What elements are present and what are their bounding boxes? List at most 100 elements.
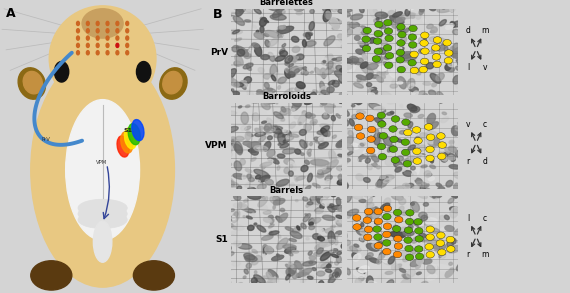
Ellipse shape (250, 148, 258, 155)
Ellipse shape (270, 219, 274, 224)
Ellipse shape (315, 207, 323, 211)
Ellipse shape (297, 95, 303, 98)
Ellipse shape (336, 65, 343, 71)
Ellipse shape (320, 124, 332, 129)
Ellipse shape (424, 190, 428, 193)
Text: v: v (466, 120, 470, 129)
Ellipse shape (377, 77, 384, 82)
Ellipse shape (320, 204, 324, 209)
Ellipse shape (439, 100, 443, 103)
Ellipse shape (252, 281, 257, 285)
Ellipse shape (272, 8, 284, 18)
Ellipse shape (459, 240, 467, 248)
Ellipse shape (296, 11, 303, 15)
Ellipse shape (231, 224, 244, 230)
Circle shape (106, 43, 109, 47)
Ellipse shape (257, 184, 266, 190)
Ellipse shape (354, 61, 361, 65)
Ellipse shape (319, 141, 325, 146)
Ellipse shape (335, 268, 341, 275)
Ellipse shape (241, 112, 249, 124)
Circle shape (421, 48, 429, 54)
Ellipse shape (360, 41, 369, 47)
Ellipse shape (236, 8, 242, 12)
Ellipse shape (408, 183, 414, 188)
Ellipse shape (416, 91, 425, 97)
Ellipse shape (262, 121, 267, 123)
Ellipse shape (363, 54, 367, 60)
Ellipse shape (382, 14, 387, 17)
Ellipse shape (289, 253, 293, 256)
Ellipse shape (317, 240, 328, 247)
Ellipse shape (349, 95, 357, 103)
Ellipse shape (248, 219, 259, 225)
Ellipse shape (263, 247, 267, 255)
Ellipse shape (280, 26, 283, 28)
Ellipse shape (263, 211, 271, 214)
Ellipse shape (341, 184, 348, 192)
Ellipse shape (241, 126, 246, 130)
Ellipse shape (317, 236, 324, 241)
Ellipse shape (419, 8, 424, 15)
Ellipse shape (259, 205, 267, 211)
Ellipse shape (321, 96, 328, 103)
Ellipse shape (275, 100, 278, 104)
Ellipse shape (304, 273, 309, 275)
Ellipse shape (430, 228, 440, 234)
Ellipse shape (378, 48, 386, 54)
Ellipse shape (288, 264, 296, 276)
Ellipse shape (265, 30, 282, 38)
Ellipse shape (445, 65, 454, 72)
Ellipse shape (360, 234, 366, 241)
Ellipse shape (306, 33, 310, 39)
Circle shape (382, 213, 391, 220)
Ellipse shape (225, 177, 235, 187)
Ellipse shape (305, 186, 311, 190)
Ellipse shape (328, 204, 334, 207)
Ellipse shape (269, 231, 279, 235)
Ellipse shape (352, 105, 355, 107)
Ellipse shape (375, 130, 378, 134)
Circle shape (393, 251, 402, 258)
Ellipse shape (233, 173, 246, 179)
Ellipse shape (429, 192, 439, 198)
Circle shape (126, 21, 129, 25)
Ellipse shape (243, 216, 246, 218)
Ellipse shape (412, 157, 420, 163)
Ellipse shape (286, 274, 290, 280)
Ellipse shape (320, 81, 324, 91)
Ellipse shape (350, 143, 360, 149)
Ellipse shape (78, 205, 127, 223)
Ellipse shape (298, 268, 312, 276)
Ellipse shape (425, 125, 430, 128)
Ellipse shape (412, 186, 421, 192)
Ellipse shape (261, 195, 266, 200)
Ellipse shape (325, 269, 332, 272)
Ellipse shape (379, 33, 383, 37)
Ellipse shape (332, 135, 336, 138)
Ellipse shape (427, 265, 435, 274)
Ellipse shape (417, 188, 430, 193)
Ellipse shape (377, 257, 382, 264)
Ellipse shape (364, 190, 379, 195)
Circle shape (363, 217, 372, 224)
Ellipse shape (264, 88, 275, 93)
Ellipse shape (245, 169, 252, 173)
Ellipse shape (397, 28, 405, 32)
Ellipse shape (261, 102, 270, 110)
Circle shape (87, 51, 89, 55)
Ellipse shape (234, 61, 241, 66)
Ellipse shape (246, 258, 250, 262)
Ellipse shape (353, 98, 364, 103)
Ellipse shape (449, 165, 461, 169)
Circle shape (382, 231, 391, 238)
Ellipse shape (246, 105, 250, 108)
Ellipse shape (233, 5, 243, 9)
Ellipse shape (423, 218, 437, 224)
Ellipse shape (428, 177, 434, 181)
Text: VPM: VPM (96, 160, 108, 165)
Ellipse shape (258, 68, 264, 73)
Ellipse shape (268, 215, 273, 219)
Circle shape (404, 129, 412, 136)
Circle shape (397, 40, 405, 46)
